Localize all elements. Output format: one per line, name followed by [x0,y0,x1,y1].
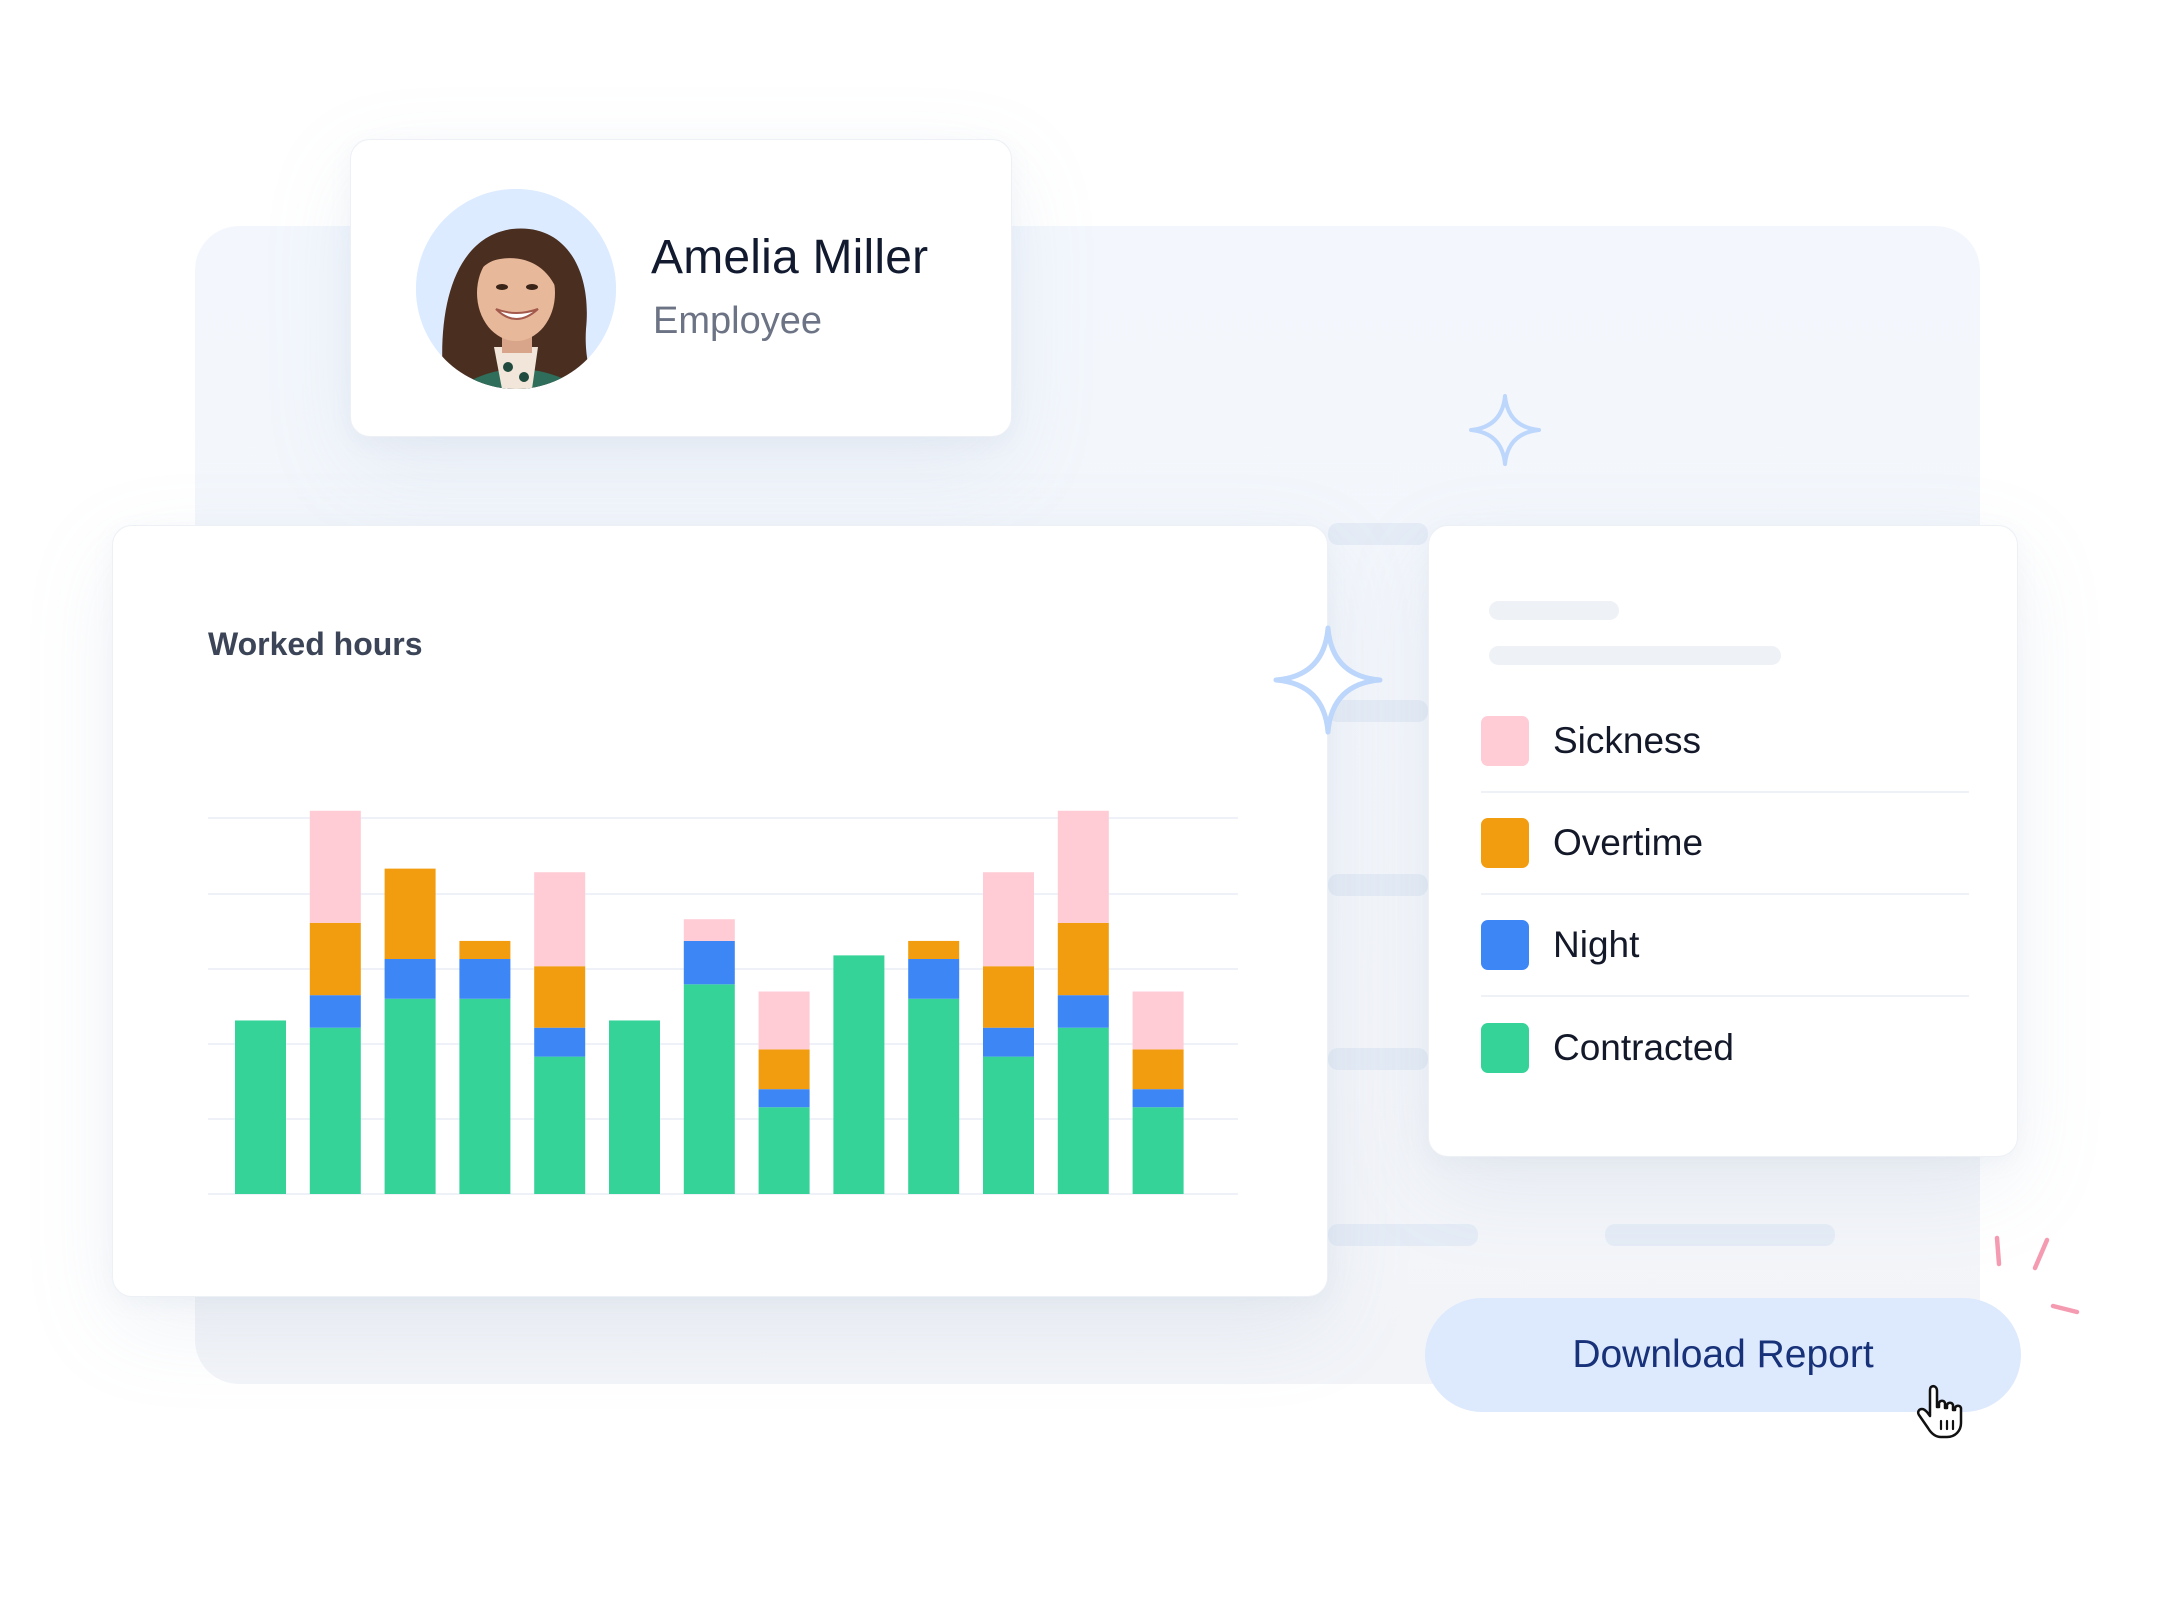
employee-photo-icon [416,189,616,389]
legend-label: Sickness [1553,720,1702,761]
bar-segment-night [683,940,735,985]
bar-segment-contracted [833,955,885,1194]
bar-segment-night [459,959,511,999]
bar-segment-overtime [1132,1049,1184,1090]
legend-swatch [1481,716,1529,766]
bar-segment-contracted [534,1056,586,1194]
bar-segment-sickness [983,872,1034,967]
bar-segment-contracted [309,1027,361,1194]
bar-segment-sickness [309,810,361,923]
bar-segment-contracted [908,998,960,1194]
placeholder-line [1489,601,1619,620]
bar-segment-contracted [609,1020,660,1194]
confetti-icon [1994,1235,2080,1315]
bar-segment-contracted [384,998,436,1194]
download-report-button[interactable]: Download Report [1425,1298,2021,1412]
sparkle-icon [1469,394,1541,466]
bar-segment-sickness [1132,991,1184,1050]
bar-segment-sickness [683,919,735,941]
hand-pointer-icon [1916,1384,1963,1439]
worked-hours-chart [208,810,1238,1195]
employee-role: Employee [653,300,822,342]
legend-swatch [1481,1023,1529,1073]
bar-segment-overtime [983,966,1034,1028]
legend-item-night: Night [1481,895,1969,997]
bar-segment-sickness [534,872,586,967]
bar-segment-overtime [908,940,960,959]
bar-segment-contracted [983,1056,1034,1194]
bar-segment-night [758,1089,810,1108]
ghost-line [1328,523,1428,545]
bar-segment-overtime [459,940,511,959]
chart-title: Worked hours [208,626,423,662]
legend-label: Night [1553,924,1640,965]
employee-profile-card: Amelia Miller Employee [350,139,1012,437]
bar-segment-night [983,1027,1034,1057]
sparkle-icon [1273,625,1383,735]
ghost-line [1328,700,1428,722]
legend-swatch [1481,920,1529,970]
employee-name: Amelia Miller [651,231,929,284]
legend-swatch [1481,818,1529,868]
bar-segment-overtime [758,1049,810,1090]
bar-segment-night [534,1027,586,1057]
ghost-line [1605,1224,1835,1246]
bar-segment-overtime [309,922,361,996]
legend-label: Contracted [1553,1027,1734,1068]
bar-segment-contracted [683,984,735,1194]
bar-segment-overtime [534,966,586,1028]
bar-segment-sickness [758,991,810,1050]
bar-segment-night [384,959,436,999]
bar-segment-overtime [384,868,436,959]
bar-segment-contracted [235,1020,286,1194]
ghost-line [1328,1224,1478,1246]
bar-segment-contracted [1132,1107,1184,1194]
legend-item-sickness: Sickness [1481,691,1969,793]
bar-segment-night [309,995,361,1028]
bar-segment-contracted [1057,1027,1109,1194]
bar-segment-night [1132,1089,1184,1108]
bar-segment-overtime [1057,922,1109,996]
bar-segment-night [1057,995,1109,1028]
placeholder-line [1489,646,1781,665]
bar-segment-sickness [1057,810,1109,923]
worked-hours-chart-card: Worked hours [112,525,1328,1297]
legend-item-contracted: Contracted [1481,997,1969,1099]
avatar [416,189,616,389]
legend-label: Overtime [1553,822,1704,863]
ghost-line [1328,1048,1428,1070]
ghost-line [1328,874,1428,896]
legend-item-overtime: Overtime [1481,793,1969,895]
bar-segment-contracted [758,1107,810,1194]
bar-segment-night [908,959,960,999]
bar-segment-contracted [459,998,511,1194]
legend-card: Sickness Overtime Night Contracted [1428,525,2018,1157]
